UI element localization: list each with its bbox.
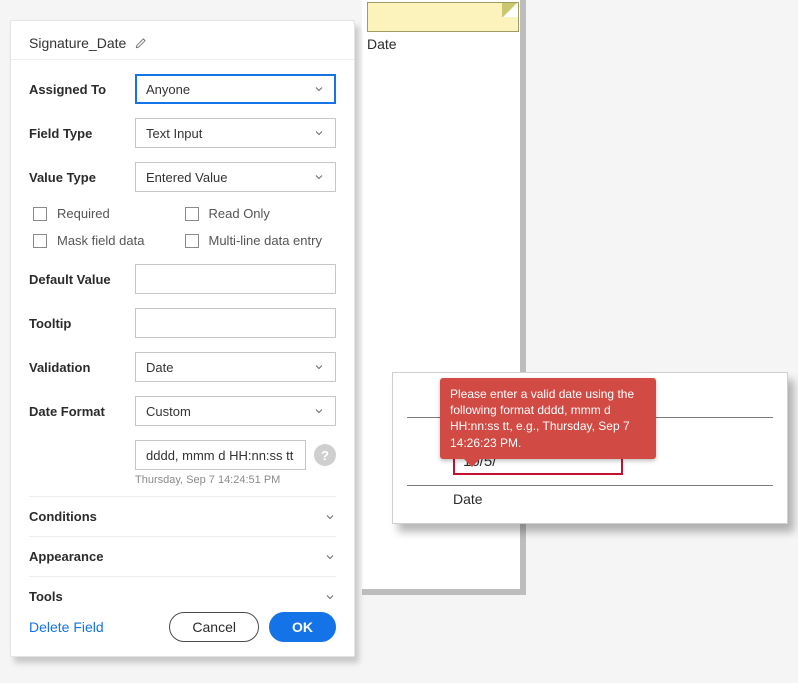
divider: [407, 485, 773, 486]
date-field-label: Date: [453, 491, 483, 507]
checkbox-icon: [33, 234, 47, 248]
value-type-label: Value Type: [29, 170, 135, 185]
divider: [11, 59, 354, 60]
chevron-down-icon: [313, 405, 325, 417]
delete-field-link[interactable]: Delete Field: [29, 619, 104, 635]
validation-select[interactable]: Date: [135, 352, 336, 382]
appearance-label: Appearance: [29, 549, 103, 564]
format-preview-text: Thursday, Sep 7 14:24:51 PM: [135, 474, 336, 486]
chevron-down-icon: [324, 551, 336, 563]
checkbox-icon: [185, 207, 199, 221]
default-value-label: Default Value: [29, 272, 135, 287]
field-preview-label: Date: [367, 36, 397, 52]
appearance-section[interactable]: Appearance: [29, 536, 336, 576]
value-type-value: Entered Value: [146, 170, 227, 185]
mask-checkbox[interactable]: Mask field data: [33, 233, 185, 248]
field-type-select[interactable]: Text Input: [135, 118, 336, 148]
value-type-select[interactable]: Entered Value: [135, 162, 336, 192]
tooltip-input[interactable]: [135, 308, 336, 338]
edit-title-icon[interactable]: [134, 36, 148, 50]
validation-value: Date: [146, 360, 173, 375]
field-type-label: Field Type: [29, 126, 135, 141]
date-format-label: Date Format: [29, 404, 135, 419]
checkbox-icon: [185, 234, 199, 248]
default-value-input[interactable]: [135, 264, 336, 294]
required-checkbox[interactable]: Required: [33, 206, 185, 221]
mask-label: Mask field data: [57, 233, 144, 248]
multiline-label: Multi-line data entry: [209, 233, 322, 248]
assigned-to-label: Assigned To: [29, 82, 135, 97]
tools-label: Tools: [29, 589, 63, 604]
date-format-select[interactable]: Custom: [135, 396, 336, 426]
chevron-down-icon: [313, 83, 325, 95]
chevron-down-icon: [313, 361, 325, 373]
chevron-down-icon: [324, 591, 336, 603]
custom-format-input[interactable]: dddd, mmm d HH:nn:ss tt: [135, 440, 306, 470]
conditions-label: Conditions: [29, 509, 97, 524]
help-icon[interactable]: ?: [314, 444, 336, 466]
read-only-label: Read Only: [209, 206, 270, 221]
tooltip-label: Tooltip: [29, 316, 135, 331]
conditions-section[interactable]: Conditions: [29, 496, 336, 536]
multiline-checkbox[interactable]: Multi-line data entry: [185, 233, 337, 248]
cancel-button[interactable]: Cancel: [169, 612, 259, 642]
chevron-down-icon: [324, 511, 336, 523]
assigned-to-select[interactable]: Anyone: [135, 74, 336, 104]
panel-title: Signature_Date: [29, 35, 126, 51]
custom-format-text: dddd, mmm d HH:nn:ss tt: [146, 448, 293, 463]
ok-button[interactable]: OK: [269, 612, 336, 642]
checkbox-icon: [33, 207, 47, 221]
tools-section[interactable]: Tools: [29, 576, 336, 616]
required-label: Required: [57, 206, 110, 221]
read-only-checkbox[interactable]: Read Only: [185, 206, 337, 221]
signature-date-field-preview[interactable]: [367, 2, 519, 32]
date-format-value: Custom: [146, 404, 191, 419]
field-type-value: Text Input: [146, 126, 202, 141]
assigned-to-value: Anyone: [146, 82, 190, 97]
field-properties-panel: Signature_Date Assigned To Anyone Field …: [10, 20, 355, 657]
chevron-down-icon: [313, 127, 325, 139]
chevron-down-icon: [313, 171, 325, 183]
validation-error-tooltip: Please enter a valid date using the foll…: [440, 378, 656, 459]
validation-label: Validation: [29, 360, 135, 375]
